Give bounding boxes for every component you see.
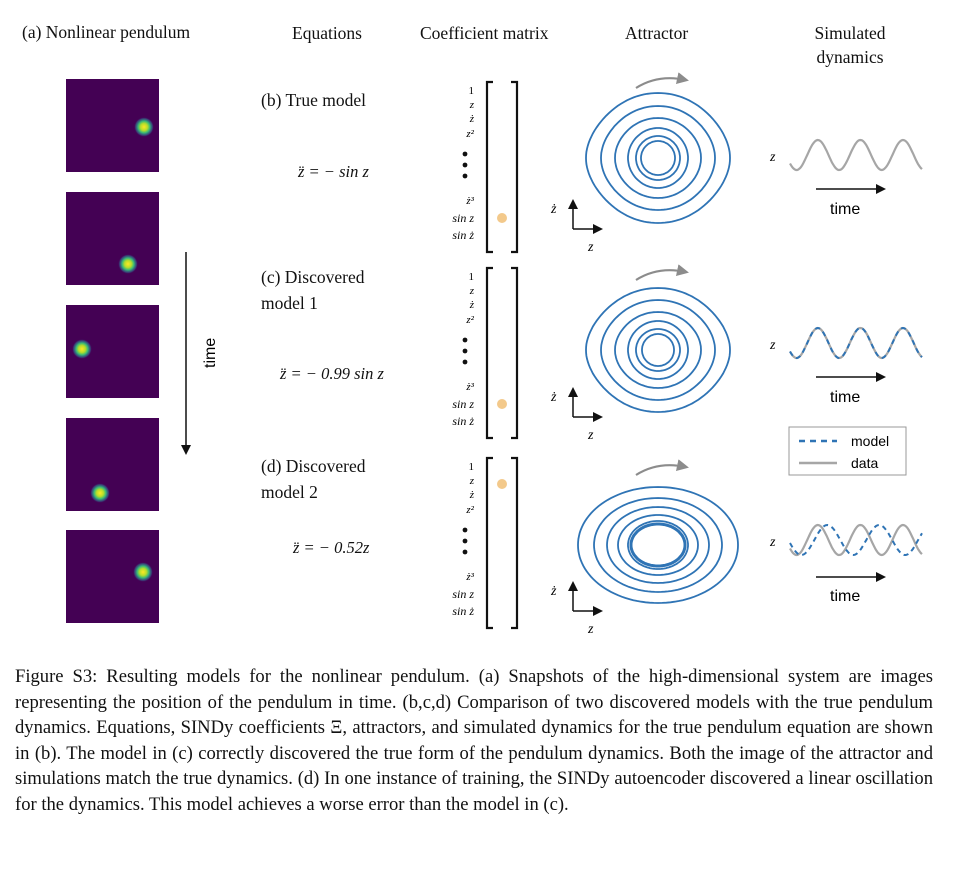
library-term: sin ż xyxy=(452,228,474,242)
axis-label-z: z xyxy=(587,240,594,255)
equation-discovered-model-2: z̈ = − 0.52z xyxy=(293,538,370,557)
simulated-dynamics-1: z time xyxy=(769,138,923,218)
coefficient-dot xyxy=(497,399,507,409)
row-label-true-model: (b) True model xyxy=(261,90,366,110)
coefficient-matrix-1: 1 zż z² ż³ sin z sin ż xyxy=(452,80,519,254)
library-term: 1 xyxy=(469,85,475,97)
axis-label-zdot: ż xyxy=(550,584,557,599)
sim-axis-label: z xyxy=(769,338,776,353)
legend-data: data xyxy=(851,455,878,471)
row-label-discovered-model-2: (d) Discovered model 2 xyxy=(261,456,366,502)
coefficient-matrix-3: 1 zż z² ż³ sin z sin ż xyxy=(452,456,519,630)
library-term: ż xyxy=(469,299,475,311)
legend-model: model xyxy=(851,433,889,449)
attractor-2: żz xyxy=(550,264,731,443)
snapshot-2 xyxy=(66,192,159,285)
library-term: z xyxy=(469,475,475,487)
library-term: 1 xyxy=(469,461,475,473)
library-term: z² xyxy=(465,314,474,326)
header-attractor: Attractor xyxy=(625,23,689,43)
snapshot-5 xyxy=(66,530,159,623)
header-simulated-dynamics: Simulated dynamics xyxy=(814,23,886,67)
library-term: ż³ xyxy=(465,381,474,393)
simulated-dynamics-3: z time xyxy=(769,523,923,605)
coefficient-dot xyxy=(497,213,507,223)
snapshot-3 xyxy=(66,305,159,398)
legend: model data xyxy=(788,426,907,476)
time-label-vertical: time xyxy=(202,338,219,368)
attractor-3: żz xyxy=(550,459,739,637)
axis-label-z: z xyxy=(587,622,594,637)
library-term: ż³ xyxy=(465,571,474,583)
snapshot-1 xyxy=(66,79,159,172)
sim-axis-label: z xyxy=(769,535,776,550)
time-label: time xyxy=(830,389,860,406)
library-term: z xyxy=(469,99,475,111)
library-term: sin z xyxy=(452,397,474,411)
caption-text: Resulting models for the nonlinear pendu… xyxy=(15,666,934,815)
library-term: ż xyxy=(469,489,475,501)
time-label: time xyxy=(830,588,860,605)
header-coefficient-matrix: Coefficient matrix xyxy=(420,23,549,43)
equation-true-model: z̈ = − sin z xyxy=(298,162,369,181)
library-term: sin ż xyxy=(452,604,474,618)
time-label: time xyxy=(830,201,860,218)
library-term: sin z xyxy=(452,211,474,225)
equation-discovered-model-1: z̈ = − 0.99 sin z xyxy=(280,364,384,383)
figure-caption: Figure S3: Resulting models for the nonl… xyxy=(15,664,933,818)
caption-prefix: Figure S3: xyxy=(15,666,98,687)
header-equations: Equations xyxy=(292,23,362,43)
sim-axis-label: z xyxy=(769,150,776,165)
header-nonlinear-pendulum: (a) Nonlinear pendulum xyxy=(22,22,191,42)
library-term: ż³ xyxy=(465,195,474,207)
attractor-1: żz xyxy=(550,72,731,255)
snapshot-4 xyxy=(66,418,159,511)
library-term: z xyxy=(469,285,475,297)
library-term: z² xyxy=(465,504,474,516)
library-term: z² xyxy=(465,128,474,140)
row-label-discovered-model-1: (c) Discovered model 1 xyxy=(261,267,365,313)
library-term: sin z xyxy=(452,587,474,601)
coefficient-dot xyxy=(497,479,507,489)
library-term: 1 xyxy=(469,271,475,283)
axis-label-zdot: ż xyxy=(550,202,557,217)
coefficient-matrix-2: 1 zż z² ż³ sin z sin ż xyxy=(452,266,519,440)
simulated-dynamics-2: z time xyxy=(769,326,923,406)
axis-label-z: z xyxy=(587,428,594,443)
axis-label-zdot: ż xyxy=(550,390,557,405)
library-term: sin ż xyxy=(452,414,474,428)
library-term: ż xyxy=(469,113,475,125)
